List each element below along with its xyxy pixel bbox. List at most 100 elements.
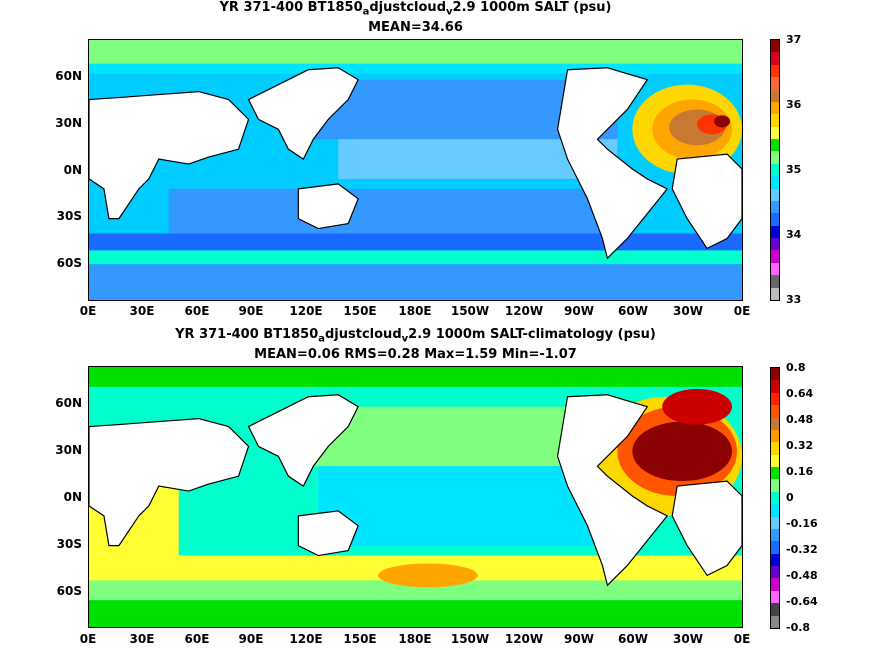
colorbar-swatch xyxy=(771,77,779,90)
colorbar-swatch xyxy=(771,429,779,443)
colorbar-swatch xyxy=(771,553,779,566)
bottom-lat-label: 30S xyxy=(56,537,82,551)
colorbar-swatch xyxy=(771,590,779,604)
bottom-lon-label: 30E xyxy=(129,632,155,646)
colorbar-swatch xyxy=(771,603,779,616)
colorbar-swatch xyxy=(771,467,779,480)
colorbar-swatch xyxy=(771,417,779,430)
top-salinity-map xyxy=(88,39,743,301)
top-lon-label: 120E xyxy=(289,304,323,318)
colorbar-swatch xyxy=(771,380,779,393)
bottom-colorbar-label: -0.64 xyxy=(786,595,818,608)
colorbar-swatch xyxy=(771,287,779,300)
bottom-lon-label: 180E xyxy=(398,632,432,646)
colorbar-swatch xyxy=(771,615,779,628)
top-lon-label: 150E xyxy=(343,304,377,318)
bottom-lat-label: 0N xyxy=(63,490,82,504)
bottom-colorbar-label: -0.16 xyxy=(786,517,818,530)
top-lon-label: 60W xyxy=(618,304,648,318)
bottom-lon-label: 90E xyxy=(238,632,264,646)
top-lon-label: 90W xyxy=(564,304,594,318)
bottom-colorbar-label: -0.32 xyxy=(786,543,818,556)
colorbar-swatch xyxy=(771,405,779,418)
top-colorbar-label: 33 xyxy=(786,293,802,306)
bottom-colorbar-label: 0.64 xyxy=(786,387,814,400)
bottom-colorbar-label: 0.48 xyxy=(786,413,814,426)
colorbar-swatch xyxy=(771,176,779,189)
colorbar-swatch xyxy=(771,52,779,65)
colorbar-swatch xyxy=(771,64,779,78)
top-lat-label: 0N xyxy=(63,163,82,177)
colorbar-swatch xyxy=(771,528,779,542)
colorbar-swatch xyxy=(771,188,779,201)
colorbar-swatch xyxy=(771,163,779,177)
bottom-lon-label: 60E xyxy=(184,632,210,646)
colorbar-swatch xyxy=(771,275,779,288)
bottom-lon-label: 120E xyxy=(289,632,323,646)
colorbar-swatch xyxy=(771,566,779,579)
colorbar-swatch xyxy=(771,541,779,554)
colorbar-swatch xyxy=(771,454,779,467)
bottom-lat-label: 60N xyxy=(55,396,82,410)
colorbar-swatch xyxy=(771,126,779,139)
colorbar-swatch xyxy=(771,578,779,591)
top-map-stats: MEAN=34.66 xyxy=(368,20,463,35)
colorbar-swatch xyxy=(771,213,779,226)
colorbar-swatch xyxy=(771,139,779,152)
bottom-lon-label: 90W xyxy=(564,632,594,646)
top-colorbar-label: 35 xyxy=(786,163,802,176)
top-lon-label: 0E xyxy=(79,304,97,318)
colorbar-swatch xyxy=(771,504,779,517)
colorbar-swatch xyxy=(771,200,779,214)
bottom-map-stats: MEAN=0.06 RMS=0.28 Max=1.59 Min=-1.07 xyxy=(254,347,577,362)
bottom-lon-label: 30W xyxy=(673,632,703,646)
top-colorbar-label: 36 xyxy=(786,98,802,111)
bottom-colorbar-label: 0 xyxy=(786,491,794,504)
top-colorbar-label: 37 xyxy=(786,33,802,46)
colorbar-swatch xyxy=(771,368,779,381)
top-lat-label: 30S xyxy=(56,209,82,223)
bottom-anomaly-map xyxy=(88,366,743,628)
colorbar-swatch xyxy=(771,89,779,102)
bottom-colorbar-label: 0.32 xyxy=(786,439,814,452)
colorbar-swatch xyxy=(771,40,779,53)
bottom-colorbar-label: -0.8 xyxy=(786,621,811,634)
bottom-colorbar-label: 0.8 xyxy=(786,361,806,374)
bottom-lon-label: 150E xyxy=(343,632,377,646)
bottom-lon-label: 120W xyxy=(504,632,544,646)
top-lat-label: 60S xyxy=(56,256,82,270)
bottom-colorbar xyxy=(770,367,780,629)
top-lon-label: 30E xyxy=(129,304,155,318)
bottom-lon-label: 0E xyxy=(733,632,751,646)
bottom-colorbar-label: -0.48 xyxy=(786,569,818,582)
top-map-title: YR 371-400 BT1850adjustcloudv2.9 1000m S… xyxy=(219,0,612,18)
top-lon-label: 30W xyxy=(673,304,703,318)
colorbar-swatch xyxy=(771,262,779,276)
top-lon-label: 90E xyxy=(238,304,264,318)
colorbar-swatch xyxy=(771,114,779,127)
bottom-lat-label: 30N xyxy=(55,443,82,457)
colorbar-swatch xyxy=(771,392,779,406)
colorbar-swatch xyxy=(771,442,779,455)
colorbar-swatch xyxy=(771,516,779,529)
colorbar-swatch xyxy=(771,250,779,263)
top-lon-label: 150W xyxy=(450,304,490,318)
top-lat-label: 60N xyxy=(55,69,82,83)
top-colorbar xyxy=(770,39,780,301)
bottom-lon-label: 60W xyxy=(618,632,648,646)
colorbar-swatch xyxy=(771,479,779,492)
bottom-lat-label: 60S xyxy=(56,584,82,598)
bottom-lon-label: 150W xyxy=(450,632,490,646)
colorbar-swatch xyxy=(771,225,779,238)
top-lon-label: 180E xyxy=(398,304,432,318)
top-lon-label: 60E xyxy=(184,304,210,318)
colorbar-swatch xyxy=(771,491,779,505)
bottom-lon-label: 0E xyxy=(79,632,97,646)
colorbar-swatch xyxy=(771,101,779,115)
bottom-map-title: YR 371-400 BT1850adjustcloudv2.9 1000m S… xyxy=(175,327,656,345)
top-lon-label: 120W xyxy=(504,304,544,318)
bottom-colorbar-label: 0.16 xyxy=(786,465,814,478)
top-colorbar-label: 34 xyxy=(786,228,802,241)
top-lat-label: 30N xyxy=(55,116,82,130)
colorbar-swatch xyxy=(771,151,779,164)
